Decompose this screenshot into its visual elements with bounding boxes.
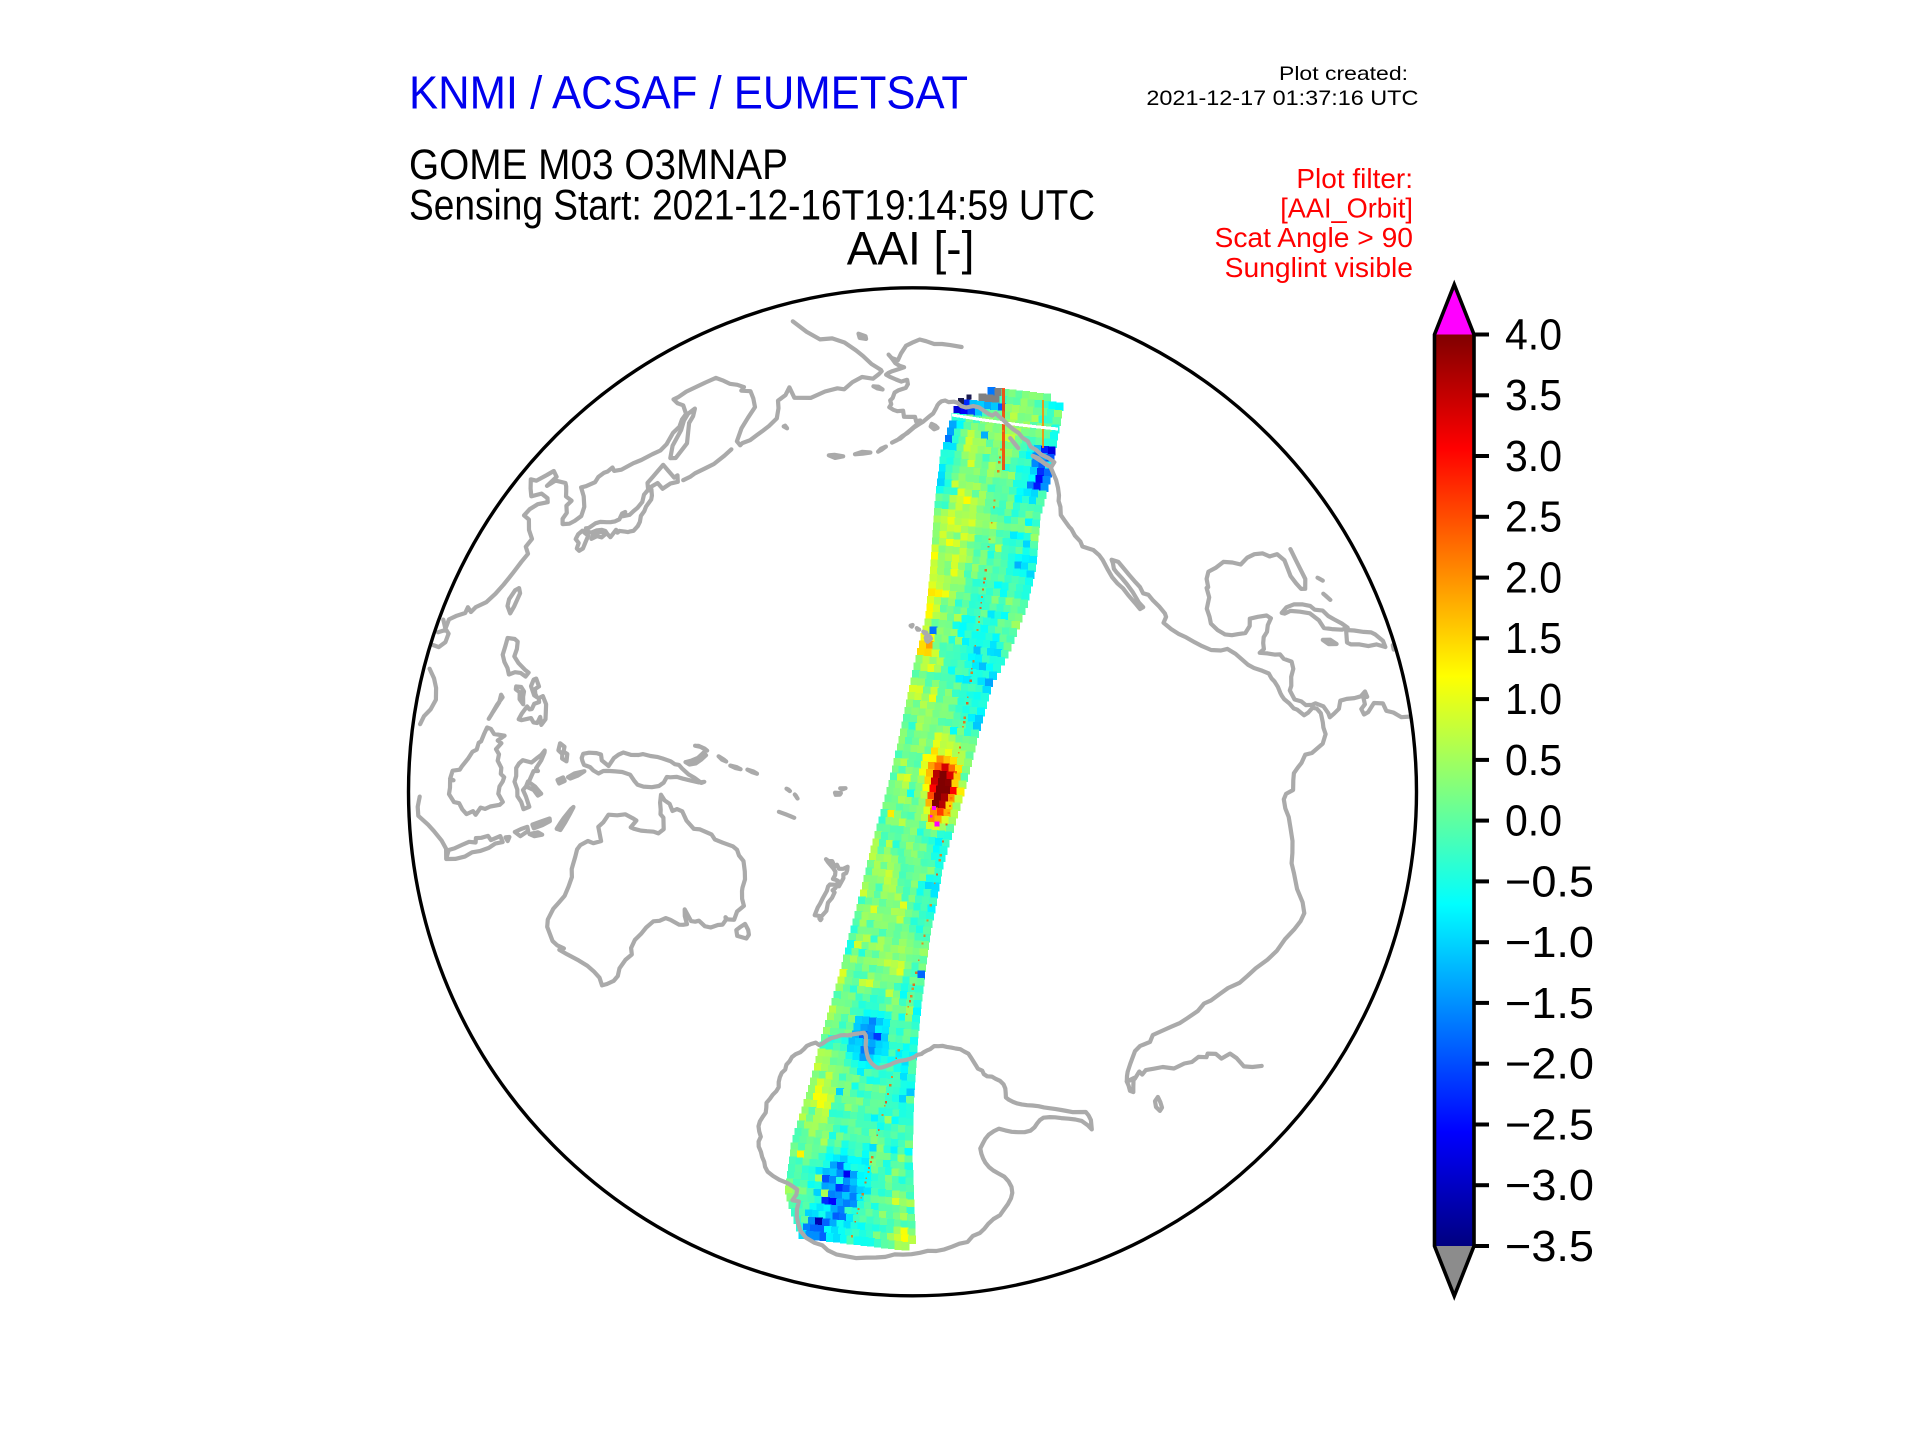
svg-text:−0.5: −0.5 [1505, 858, 1594, 906]
svg-text:−2.0: −2.0 [1505, 1041, 1594, 1089]
svg-text:2.5: 2.5 [1505, 494, 1562, 542]
svg-text:3.0: 3.0 [1505, 433, 1562, 481]
svg-text:GOME M03 O3MNAP: GOME M03 O3MNAP [409, 141, 788, 189]
svg-text:−3.5: −3.5 [1505, 1223, 1594, 1271]
svg-text:Sunglint visible: Sunglint visible [1225, 252, 1413, 283]
svg-text:4.0: 4.0 [1505, 311, 1562, 359]
svg-text:−1.5: −1.5 [1505, 980, 1594, 1028]
svg-text:1.5: 1.5 [1505, 615, 1562, 663]
svg-text:2.0: 2.0 [1505, 555, 1562, 603]
svg-text:Sensing Start: 2021-12-16T19:1: Sensing Start: 2021-12-16T19:14:59 UTC [409, 182, 1095, 230]
svg-text:Plot filter:: Plot filter: [1296, 163, 1413, 194]
svg-text:0.0: 0.0 [1505, 798, 1562, 846]
svg-text:[AAI_Orbit]: [AAI_Orbit] [1280, 193, 1413, 224]
svg-text:Plot created:: Plot created: [1279, 63, 1408, 85]
svg-text:−1.0: −1.0 [1505, 919, 1594, 967]
svg-text:0.5: 0.5 [1505, 737, 1562, 785]
svg-text:2021-12-17 01:37:16 UTC: 2021-12-17 01:37:16 UTC [1146, 86, 1418, 110]
svg-text:3.5: 3.5 [1505, 372, 1562, 420]
svg-text:AAI [-]: AAI [-] [847, 222, 975, 275]
svg-text:1.0: 1.0 [1505, 676, 1562, 724]
svg-text:Scat Angle > 90: Scat Angle > 90 [1215, 222, 1414, 253]
svg-text:−2.5: −2.5 [1505, 1101, 1594, 1149]
svg-text:KNMI / ACSAF / EUMETSAT: KNMI / ACSAF / EUMETSAT [409, 67, 968, 119]
svg-text:−3.0: −3.0 [1505, 1162, 1594, 1210]
